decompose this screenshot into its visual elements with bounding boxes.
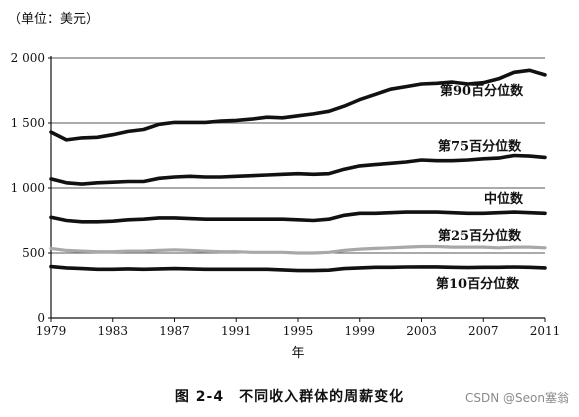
x-tick-label: 1991 (221, 324, 252, 338)
y-tick-label: 1 000 (11, 181, 45, 195)
series-label-0: 第90百分位数 (440, 83, 524, 99)
x-tick-label: 1979 (36, 324, 67, 338)
x-tick-label: 2007 (468, 324, 499, 338)
y-tick-label: 0 (37, 311, 45, 325)
x-tick-label: 2003 (406, 324, 437, 338)
series-label-1: 第75百分位数 (438, 138, 522, 154)
x-tick-label: 1999 (344, 324, 375, 338)
x-tick-label: 1995 (283, 324, 314, 338)
x-tick-label: 1983 (97, 324, 128, 338)
watermark-text: CSDN @Seon塞翁 (465, 391, 569, 405)
figure-caption: 图 2-4 不同收入群体的周薪变化 (174, 389, 405, 405)
x-tick-label: 2011 (530, 324, 561, 338)
x-tick-label: 1987 (159, 324, 190, 338)
y-tick-label: 2 000 (11, 51, 45, 65)
series-label-4: 第10百分位数 (436, 276, 520, 292)
series-label-3: 第25百分位数 (438, 228, 522, 244)
x-axis-title: 年 (291, 346, 304, 361)
series-label-2: 中位数 (484, 191, 524, 207)
series-line-2 (49, 210, 547, 224)
series-line-3 (49, 244, 547, 255)
y-tick-label: 500 (22, 246, 45, 260)
line-chart: 0 500 1 000 1 500 2 000 1979 1983 1987 1991 1995 1… (11, 51, 561, 361)
y-tick-label: 1 500 (11, 116, 45, 130)
series-line-4 (49, 264, 547, 273)
series-line-1 (49, 153, 547, 186)
unit-label: （单位：美元） (8, 12, 100, 27)
series-line-0 (49, 68, 547, 142)
